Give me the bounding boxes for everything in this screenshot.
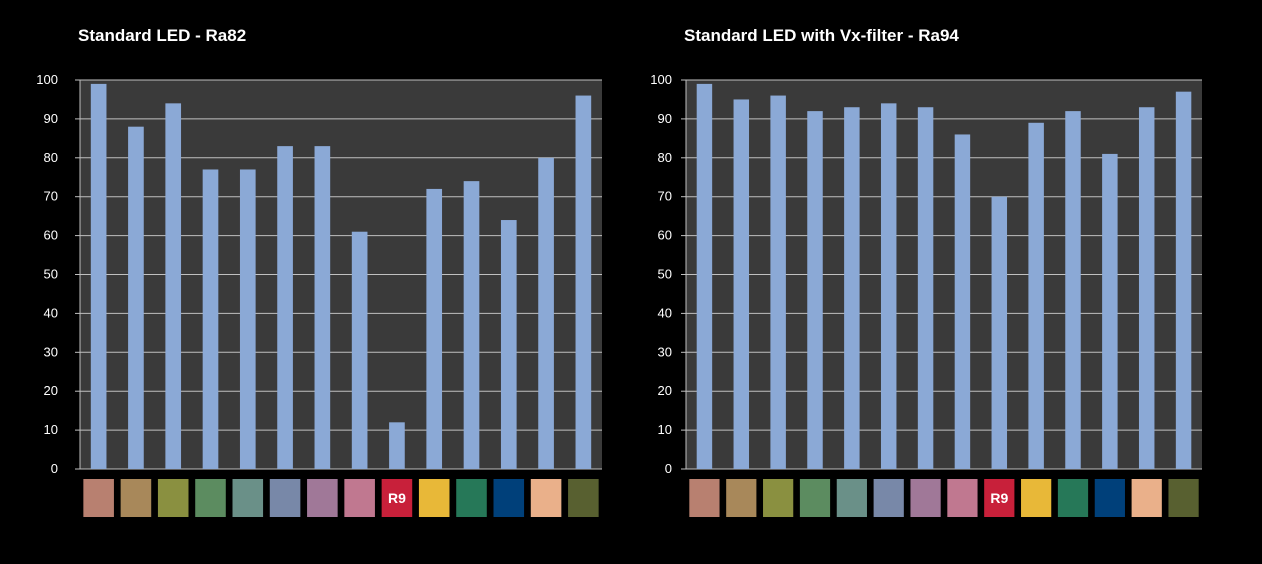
chart-1-bar-R1 xyxy=(90,83,107,469)
chart-1-y-tick-label: 30 xyxy=(44,344,58,359)
chart-2-bar-R14 xyxy=(1175,91,1192,470)
chart-1-bar-R11 xyxy=(463,181,480,469)
chart-1-swatch-R2 xyxy=(120,479,152,517)
chart-2-bar-R13 xyxy=(1138,107,1155,469)
chart-1-swatch-R11 xyxy=(456,479,487,517)
chart-2-bar-R12 xyxy=(1102,153,1118,469)
chart-2-swatch-R8 xyxy=(947,479,978,517)
chart-2-swatch-R14 xyxy=(1168,479,1199,517)
chart-2-bar-R4 xyxy=(807,111,823,470)
chart-2-bar-R3 xyxy=(770,95,786,469)
chart-2-bar-R5 xyxy=(844,107,860,469)
chart-2-y-tick-label: 30 xyxy=(658,344,672,359)
chart-2-swatch-R12 xyxy=(1094,479,1125,517)
chart-1-y-tick-label: 100 xyxy=(36,72,58,87)
chart-2-bar-R11 xyxy=(1065,111,1081,470)
chart-1-bar-R2 xyxy=(128,126,144,470)
chart-2-swatch-R11 xyxy=(1057,479,1089,517)
chart-2-swatch-R10 xyxy=(1021,479,1052,517)
chart-1-y-tick-label: 0 xyxy=(51,461,58,476)
chart-1-bar-R4 xyxy=(202,169,219,469)
chart-1-title: Standard LED - Ra82 xyxy=(78,26,247,45)
chart-1-bar-R5 xyxy=(239,169,256,469)
chart-1-bar-R6 xyxy=(277,146,293,469)
chart-2-bar-R9 xyxy=(991,196,1008,469)
chart-1-bar-R3 xyxy=(165,103,182,469)
chart-2-swatch-R4 xyxy=(799,479,831,517)
chart-2-swatch-R6 xyxy=(873,479,904,517)
chart-1-bar-R10 xyxy=(426,188,443,470)
chart-1-swatch-R12 xyxy=(493,479,525,517)
chart-1-swatch-R5 xyxy=(232,479,264,517)
chart-1-swatch-R10 xyxy=(418,479,450,517)
chart-2-y-tick-label: 100 xyxy=(650,72,672,87)
chart-1-bar-R14 xyxy=(575,95,592,469)
chart-2-swatch-R7 xyxy=(910,479,941,517)
chart-1-y-tick-label: 90 xyxy=(44,111,58,126)
chart-1-bar-R8 xyxy=(351,231,368,469)
chart-2-y-tick-label: 80 xyxy=(658,150,672,165)
chart-2-y-tick-label: 50 xyxy=(658,267,672,282)
chart-2-y-tick-label: 90 xyxy=(658,111,672,126)
chart-1-y-tick-label: 70 xyxy=(44,189,58,204)
chart-1-swatch-R7 xyxy=(307,479,338,517)
chart-1-bar-R12 xyxy=(500,220,517,469)
chart-1-swatch-R8 xyxy=(344,479,375,517)
chart-1-bar-R9 xyxy=(389,422,405,469)
chart-2-swatch-R9 xyxy=(984,479,1015,517)
chart-1-bar-R7 xyxy=(314,146,331,469)
chart-1-swatch-R1 xyxy=(83,479,114,517)
chart-1-swatch-R9 xyxy=(381,479,413,517)
chart-2-r9-label: R9 xyxy=(990,490,1008,506)
chart-2-y-tick-label: 70 xyxy=(658,189,672,204)
chart-2-y-tick-label: 60 xyxy=(658,228,672,243)
chart-1-y-tick-label: 80 xyxy=(44,150,58,165)
chart-1-y-tick-label: 60 xyxy=(44,228,58,243)
chart-2-y-tick-label: 10 xyxy=(658,422,672,437)
chart-2-bar-R1 xyxy=(696,83,713,469)
chart-1-swatch-R6 xyxy=(269,479,301,517)
chart-1-r9-label: R9 xyxy=(388,490,406,506)
chart-2-bar-R6 xyxy=(880,103,897,469)
chart-2-bar-R7 xyxy=(917,107,934,469)
chart-1-y-tick-label: 40 xyxy=(44,305,58,320)
chart-2-swatch-R13 xyxy=(1131,479,1162,517)
chart-1-swatch-R13 xyxy=(530,479,562,517)
chart-1-y-tick-label: 20 xyxy=(44,383,58,398)
chart-1-y-tick-label: 50 xyxy=(44,267,58,282)
chart-2-bar-R2 xyxy=(733,99,750,469)
chart-1-swatch-R4 xyxy=(195,479,226,517)
chart-2-swatch-R1 xyxy=(689,479,720,517)
chart-2-bar-R10 xyxy=(1028,122,1044,469)
chart-2-y-tick-label: 20 xyxy=(658,383,672,398)
chart-2-y-tick-label: 0 xyxy=(665,461,672,476)
chart-1-swatch-R3 xyxy=(157,479,189,517)
chart-2-swatch-R3 xyxy=(763,479,794,517)
chart-1-y-tick-label: 10 xyxy=(44,422,58,437)
chart-1-swatch-R14 xyxy=(568,479,599,517)
chart-1-bar-R13 xyxy=(538,157,554,470)
chart-2-title: Standard LED with Vx-filter - Ra94 xyxy=(684,26,959,45)
chart-2-swatch-R5 xyxy=(836,479,867,517)
chart-2-swatch-R2 xyxy=(726,479,757,517)
chart-2-y-tick-label: 40 xyxy=(658,305,672,320)
chart-2-bar-R8 xyxy=(954,134,971,469)
